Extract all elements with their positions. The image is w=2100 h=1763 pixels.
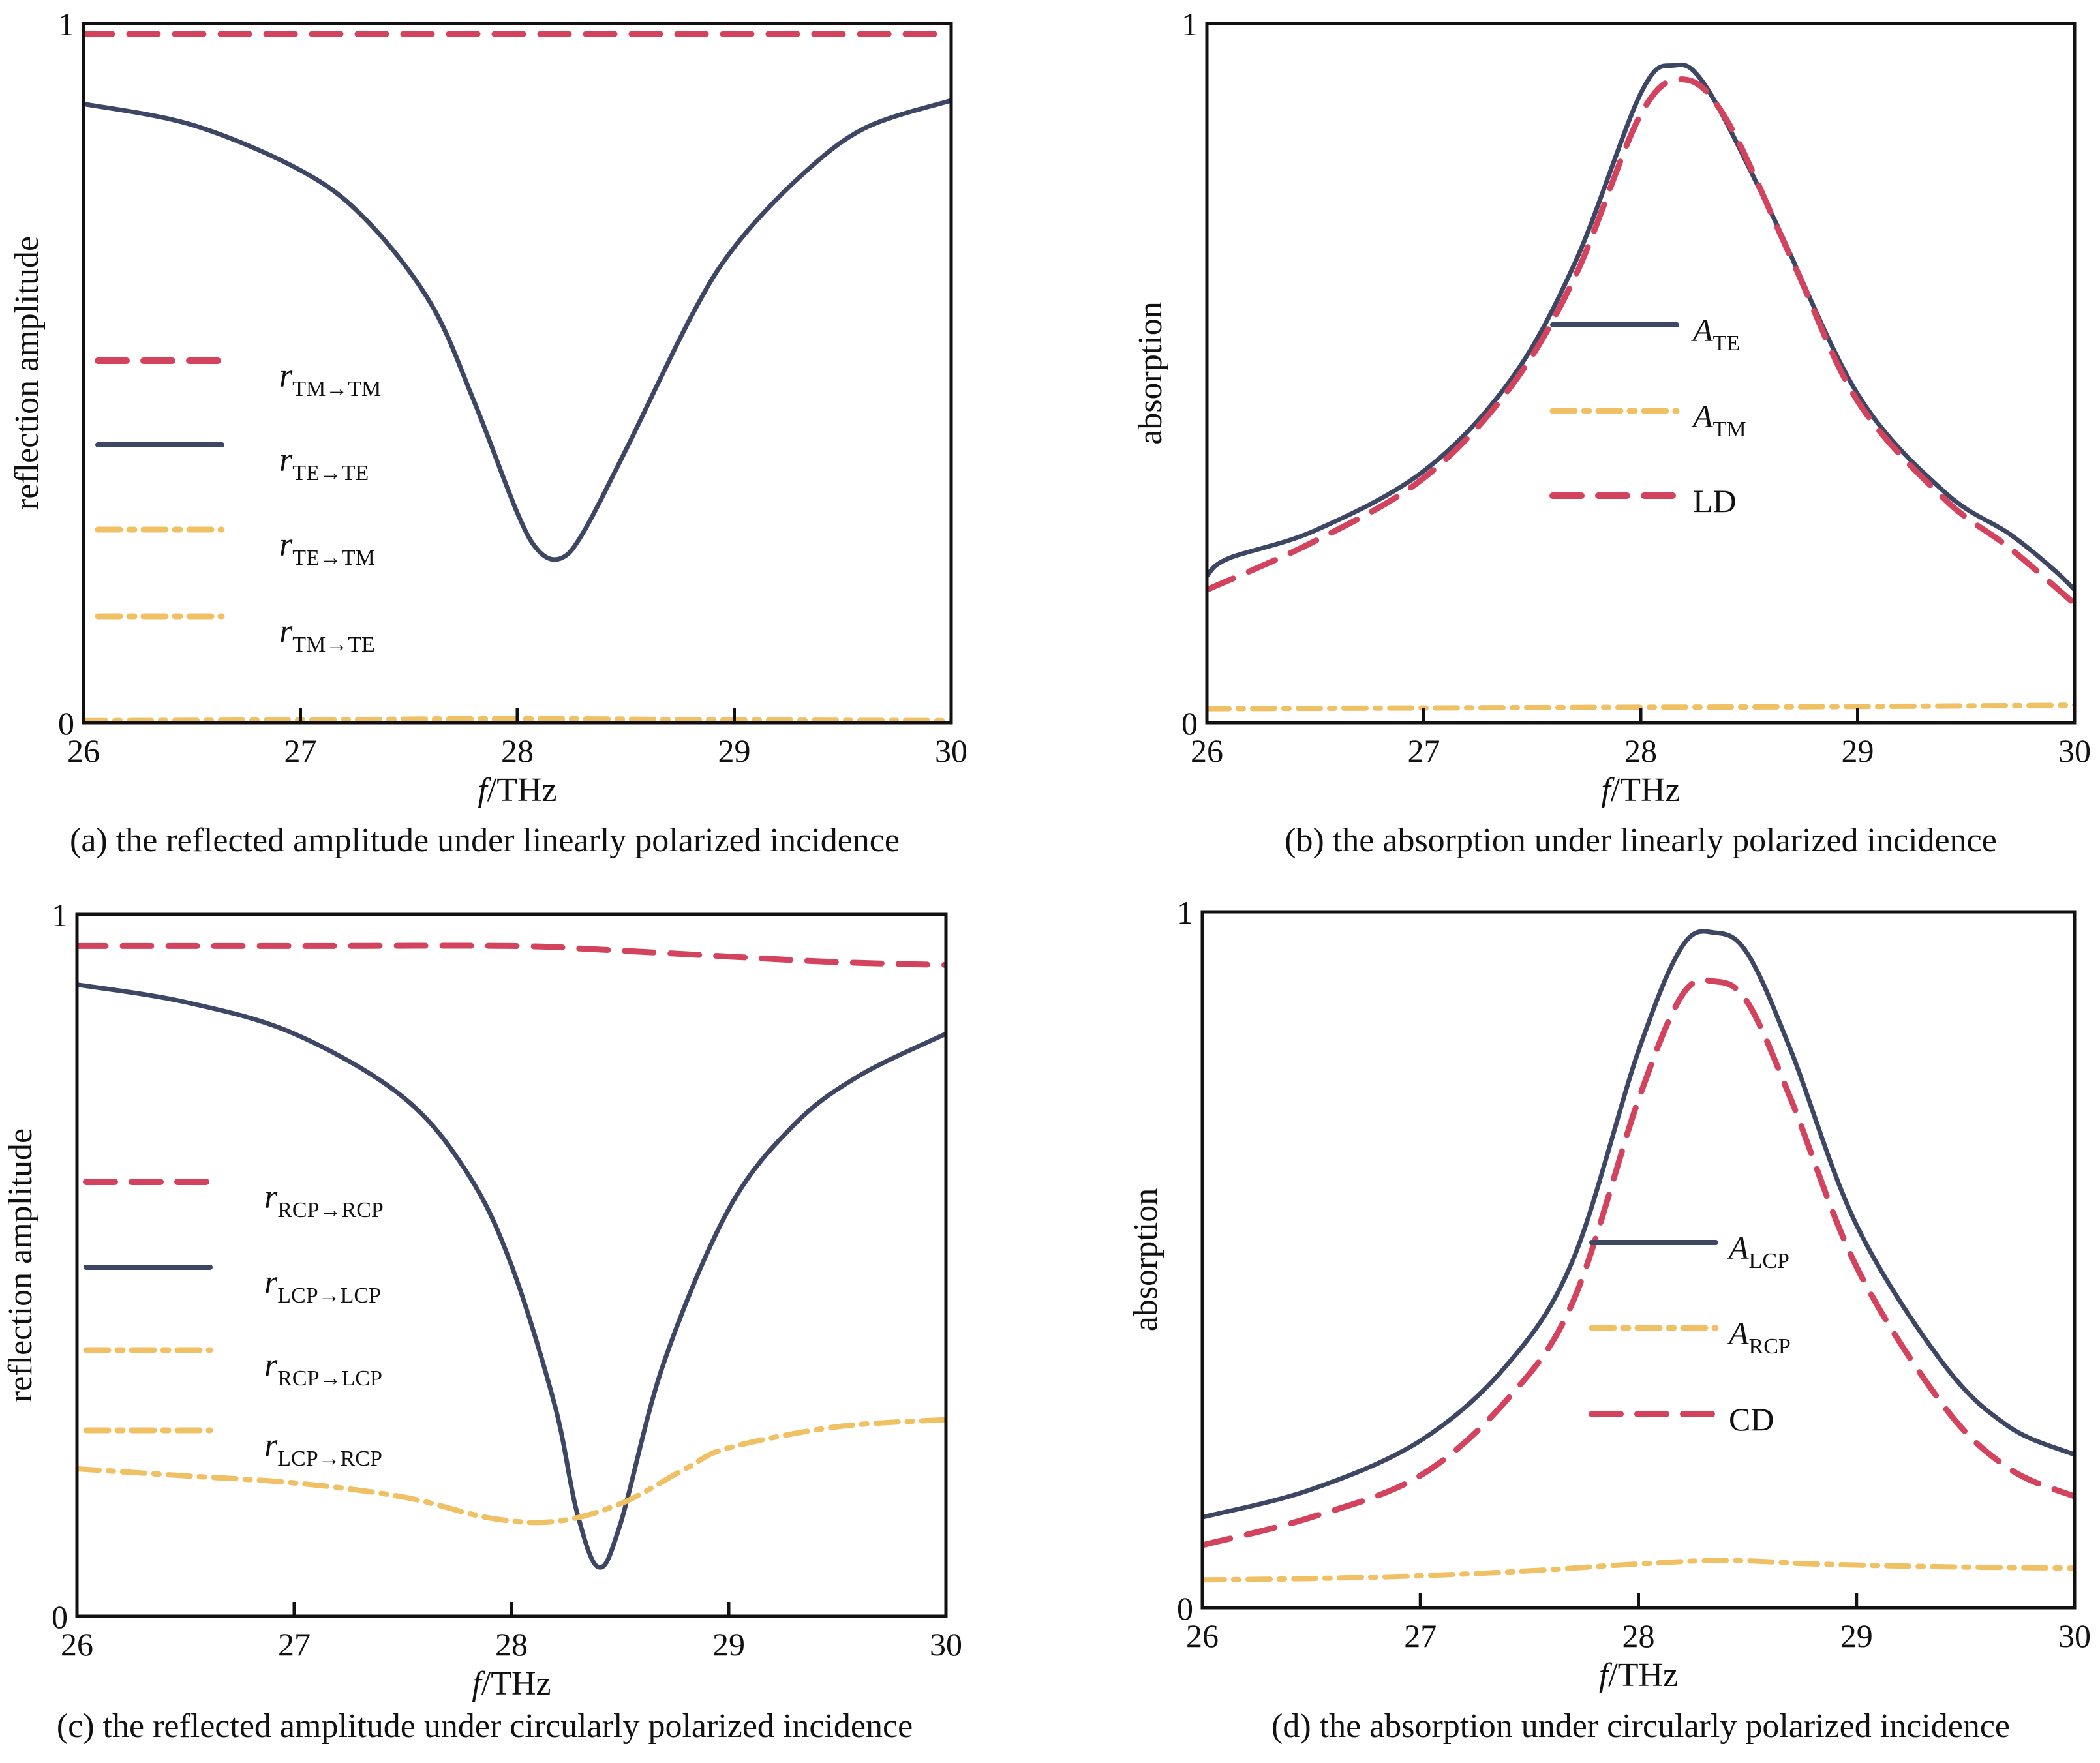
x-tick-label: 29 [712,1626,745,1663]
series-line-b-0 [1207,62,2075,592]
x-tick-label: 26 [1186,1618,1219,1654]
y-tick-label: 1 [58,6,74,42]
x-tick-label: 29 [1842,732,1874,769]
panel-a: 26 27 28 29 30 0 1 f/THz reflection amplitude rTM… [8,6,967,859]
x-tick-label: 27 [1408,732,1440,769]
y-tick-label: 1 [1177,894,1193,931]
y-axis-label: absorption [1127,1188,1164,1332]
legend-label: rRCP→RCP [264,1179,384,1222]
series-line-d-1 [1202,1558,2075,1583]
y-tick-label: 0 [1177,1590,1193,1627]
axes-frame [1200,910,2077,1610]
x-tick-label: 27 [284,732,317,769]
legend-label: ARCP [1727,1315,1791,1359]
y-axis-label: reflection amplitude [8,236,46,510]
panel-c: 26 27 28 29 30 0 1 f/THz reflection amplitude rRC… [2,897,962,1745]
legend-label: rTM→TM [279,357,381,401]
x-tick-label: 30 [930,1626,962,1663]
panel-b: 26 27 28 29 30 0 1 f/THz absorption ATE ATM LD (b) t… [1132,6,2091,859]
legend-label: ALCP [1727,1229,1789,1273]
legend-label: LD [1693,483,1737,519]
legend-label: rLCP→LCP [264,1264,381,1308]
x-tick-label: 30 [2058,732,2091,769]
series-line-b-2 [1207,76,2075,607]
legend-label: rTE→TM [279,526,375,570]
y-tick-label: 1 [1181,6,1198,42]
legend-label: CD [1729,1401,1774,1438]
y-tick-label: 0 [1181,705,1198,742]
series-lines [84,31,951,723]
legend: ALCP ARCP CD [1589,1229,1791,1438]
y-axis-label: absorption [1132,301,1169,445]
x-tick-label: 29 [718,732,751,769]
x-tick-label: 26 [61,1626,93,1663]
series-lines [77,942,946,1570]
x-tick-label: 28 [501,732,534,769]
axes-frame [1205,22,2077,725]
x-tick-label: 26 [1191,732,1223,769]
legend-label: rRCP→LCP [264,1347,382,1391]
x-axis-label: f/THz [472,1665,551,1702]
y-tick-label: 1 [52,897,68,933]
x-tick-label: 28 [495,1626,528,1663]
series-line-c-1 [77,982,946,1570]
x-axis-label: f/THz [1601,772,1680,809]
series-lines [1202,929,2075,1583]
x-tick-label: 28 [1624,732,1657,769]
series-line-a-1 [84,98,951,562]
panel-caption: (a) the reflected amplitude under linear… [70,822,900,859]
panel-d: 26 27 28 29 30 0 1 f/THz absorption ALCP ARCP CD (d)… [1127,894,2091,1745]
legend: rRCP→RCP rLCP→LCP rRCP→LCP rLCP→RCP [83,1179,384,1471]
x-axis-label: f/THz [478,772,556,809]
series-line-c-2 [77,1417,946,1526]
legend-label: ATE [1691,312,1740,355]
legend-label: rTM→TE [279,613,375,657]
x-tick-label: 27 [278,1626,311,1663]
panel-caption: (b) the absorption under linearly polari… [1285,822,1997,859]
panel-caption: (d) the absorption under circularly pola… [1271,1708,2010,1745]
legend: rTM→TM rTE→TE rTE→TM rTM→TE [95,357,381,657]
x-axis-label: f/THz [1599,1657,1678,1694]
legend-label: ATM [1691,398,1746,442]
series-line-c-0 [77,942,946,968]
x-tick-label: 27 [1404,1618,1437,1654]
x-tick-label: 26 [67,732,100,769]
x-tick-label: 30 [935,732,967,769]
x-tick-label: 30 [2058,1618,2091,1654]
panel-caption: (c) the reflected amplitude under circul… [57,1708,913,1745]
legend: ATE ATM LD [1549,312,1746,519]
series-line-d-2 [1202,977,2075,1548]
legend-label: rLCP→RCP [264,1427,382,1471]
legend-label: rTE→TE [279,442,369,485]
y-tick-label: 0 [52,1599,68,1635]
series-lines [1207,62,2075,712]
series-line-c-3 [77,1417,946,1526]
x-tick-label: 29 [1840,1618,1873,1654]
y-axis-label: reflection amplitude [2,1128,39,1402]
y-tick-label: 0 [58,705,74,742]
x-tick-label: 28 [1622,1618,1655,1654]
series-line-d-0 [1202,929,2075,1520]
series-line-b-1 [1207,702,2075,712]
